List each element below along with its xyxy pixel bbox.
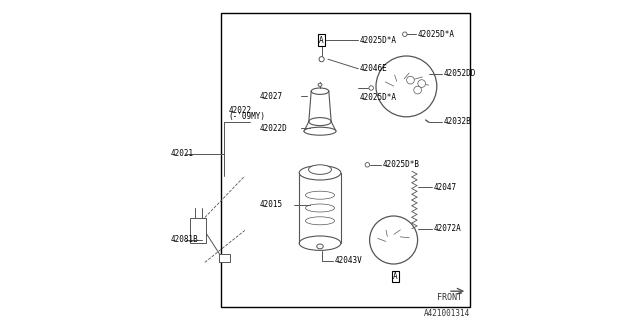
Circle shape <box>418 80 426 87</box>
Circle shape <box>403 32 407 36</box>
Text: 42047: 42047 <box>434 183 457 192</box>
Ellipse shape <box>308 165 332 174</box>
Text: 42025D*B: 42025D*B <box>383 160 419 169</box>
Ellipse shape <box>317 244 323 249</box>
Ellipse shape <box>318 83 322 86</box>
Circle shape <box>370 216 418 264</box>
Text: 42025D*A: 42025D*A <box>360 93 397 102</box>
Text: A421001314: A421001314 <box>424 309 470 318</box>
Ellipse shape <box>300 166 341 180</box>
Text: 42052DD: 42052DD <box>443 69 476 78</box>
Text: 42043V: 42043V <box>334 256 362 265</box>
Ellipse shape <box>311 88 329 94</box>
Ellipse shape <box>300 236 341 251</box>
Text: 42022D: 42022D <box>259 124 287 132</box>
Ellipse shape <box>304 127 336 135</box>
Text: 42027: 42027 <box>259 92 282 100</box>
Circle shape <box>406 76 414 84</box>
FancyBboxPatch shape <box>191 218 206 243</box>
Circle shape <box>369 86 374 90</box>
Text: A: A <box>319 36 324 44</box>
Ellipse shape <box>309 118 332 126</box>
Circle shape <box>319 57 324 62</box>
Text: 42072A: 42072A <box>434 224 461 233</box>
Text: 42022: 42022 <box>229 106 252 115</box>
Text: 42081B: 42081B <box>170 236 198 244</box>
Circle shape <box>376 56 436 117</box>
Text: 42046E: 42046E <box>360 64 388 73</box>
FancyBboxPatch shape <box>221 13 470 307</box>
Text: 42025D*A: 42025D*A <box>360 36 397 44</box>
Circle shape <box>365 163 370 167</box>
Text: A: A <box>393 272 397 281</box>
Text: 42021: 42021 <box>170 149 194 158</box>
Circle shape <box>414 86 422 94</box>
Text: 42032B: 42032B <box>443 117 471 126</box>
FancyBboxPatch shape <box>219 254 230 262</box>
Text: 42025D*A: 42025D*A <box>418 30 454 39</box>
Text: FRONT: FRONT <box>437 293 462 302</box>
Text: (-'09MY): (-'09MY) <box>229 112 266 121</box>
Text: 42015: 42015 <box>259 200 282 209</box>
